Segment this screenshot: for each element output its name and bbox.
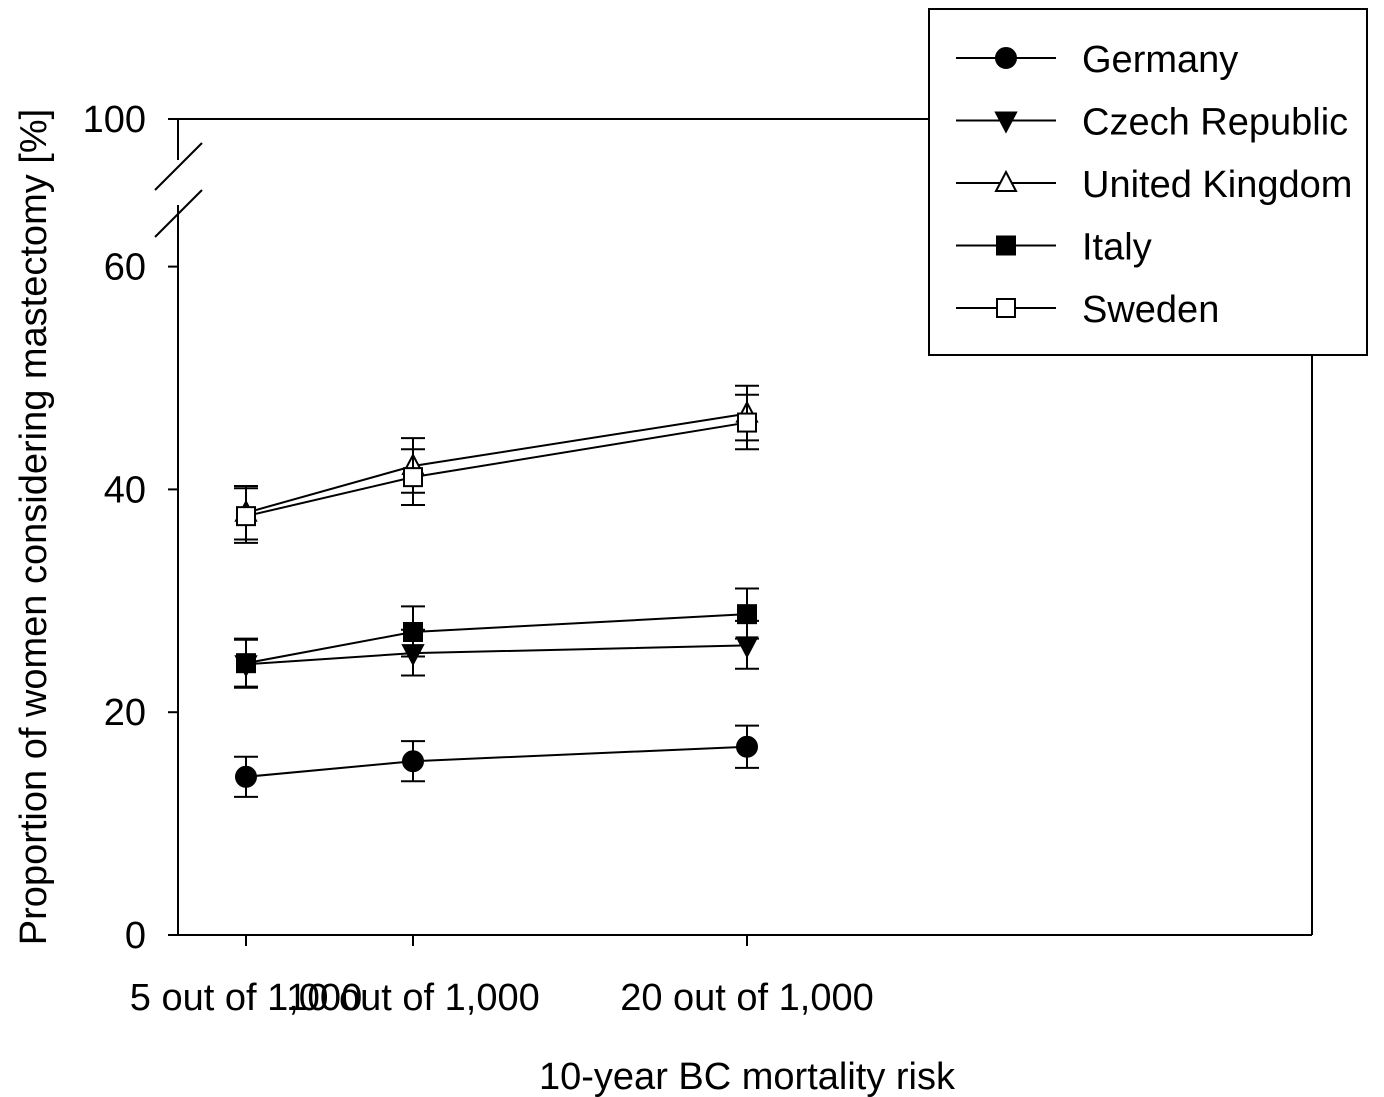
legend-item-czech-republic: Czech Republic xyxy=(956,102,1348,144)
legend-marker xyxy=(996,298,1016,318)
y-axis-break-mark-lower xyxy=(154,189,203,238)
legend-label: Germany xyxy=(1082,39,1238,81)
x-tick-label: 20 out of 1,000 xyxy=(620,977,874,1019)
data-point xyxy=(735,636,759,659)
legend-item-germany: Germany xyxy=(956,39,1238,81)
series-czech-republic xyxy=(234,619,759,689)
data-point xyxy=(403,467,423,488)
data-point xyxy=(402,750,424,773)
series-italy xyxy=(234,587,759,688)
series-germany xyxy=(234,724,759,798)
series-sweden xyxy=(234,393,759,544)
y-tick-label: 20 xyxy=(104,692,146,734)
legend-label: Czech Republic xyxy=(1082,102,1348,144)
legend-item-italy: Italy xyxy=(956,227,1152,269)
x-tick-label: 5 out of 1,000 xyxy=(130,977,362,1019)
series-line xyxy=(245,613,748,665)
series-layer xyxy=(234,384,759,798)
data-point xyxy=(236,653,256,674)
data-point xyxy=(235,765,257,788)
legend-label: Sweden xyxy=(1082,289,1219,331)
legend-marker xyxy=(995,47,1017,69)
y-axis-break-mark-upper xyxy=(154,142,203,191)
y-tick-label: 40 xyxy=(104,469,146,511)
series-line xyxy=(245,745,748,778)
y-tick-label: 100 xyxy=(83,99,146,141)
data-point xyxy=(236,506,256,527)
legend-label: United Kingdom xyxy=(1082,164,1352,206)
legend-marker xyxy=(994,111,1018,134)
y-axis-title: Proportion of women considering mastecto… xyxy=(13,109,55,945)
x-axis-title: 10-year BC mortality risk xyxy=(539,1056,956,1097)
data-point xyxy=(403,621,423,642)
y-tick-label: 0 xyxy=(125,915,146,957)
legend-item-sweden: Sweden xyxy=(956,289,1219,331)
data-point xyxy=(737,412,757,433)
data-point xyxy=(737,604,757,625)
legend-marker xyxy=(996,235,1016,256)
legend-label: Italy xyxy=(1082,227,1152,269)
legend-marker xyxy=(994,169,1018,192)
y-tick-label: 60 xyxy=(104,247,146,289)
legend: Germany Czech Republic United Kingdom Italy… xyxy=(928,8,1368,356)
x-tick-label: 10 out of 1,000 xyxy=(286,977,540,1019)
series-line xyxy=(245,421,748,518)
data-point xyxy=(736,735,758,758)
legend-item-united-kingdom: United Kingdom xyxy=(956,164,1352,206)
